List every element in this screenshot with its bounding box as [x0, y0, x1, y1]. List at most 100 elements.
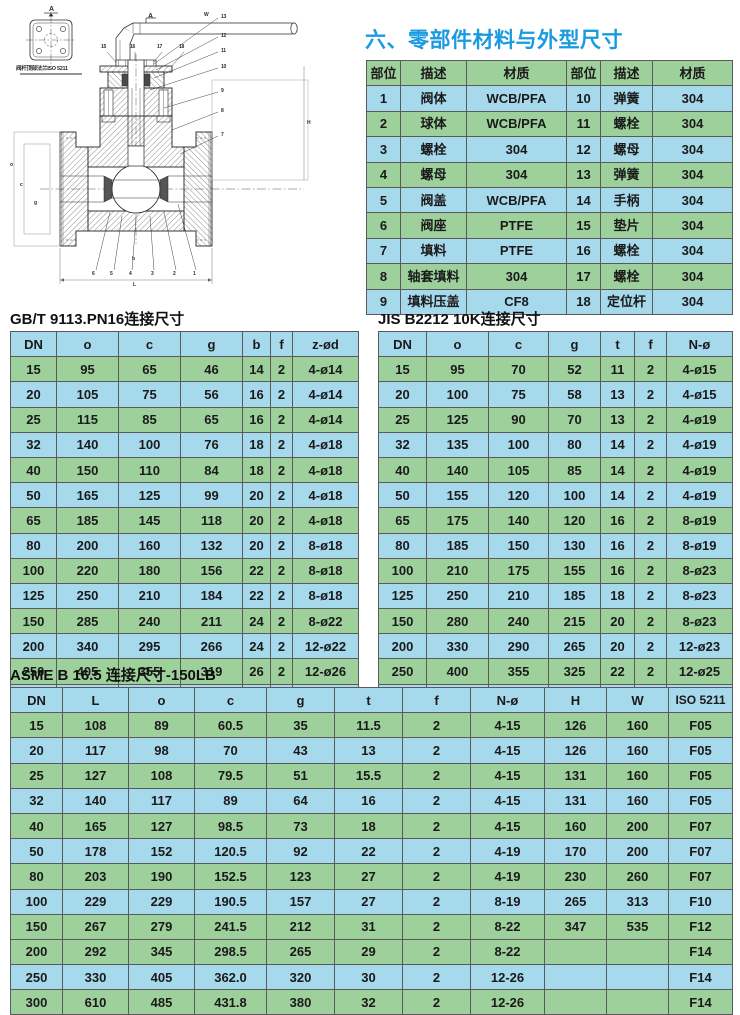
callout-18: 18 — [179, 44, 184, 50]
cell: F14 — [668, 989, 733, 1015]
cell: 2 — [634, 532, 667, 559]
cell: 319 — [180, 658, 243, 685]
cell: 2 — [402, 712, 471, 739]
cell: 18 — [334, 812, 403, 840]
cell: 25 — [378, 406, 427, 433]
cell: 178 — [62, 838, 129, 865]
cell: 14 — [600, 431, 635, 458]
col-header-f: f — [634, 330, 667, 358]
table-row: 200 330 290 265 20 2 12-ø23 — [378, 633, 733, 660]
cell: 35 — [266, 712, 335, 739]
cell: 46 — [180, 356, 243, 383]
cell: 30 — [334, 964, 403, 991]
cell: 2 — [634, 356, 667, 383]
col-header-desc-1: 描述 — [400, 59, 467, 87]
col-header-material-1: 材质 — [466, 59, 567, 87]
cell: 70 — [548, 406, 601, 433]
cell: 12-ø22 — [292, 633, 359, 660]
cell: 填料 — [400, 237, 467, 265]
cell: 265 — [266, 938, 335, 966]
cell: 431.8 — [194, 989, 267, 1015]
cell: 330 — [62, 964, 129, 991]
cell: 230 — [544, 863, 607, 890]
cell: 150 — [10, 608, 57, 635]
cell: 160 — [544, 812, 607, 840]
table-header-row: DN o c g b f z-ød — [10, 330, 359, 358]
cell: 125 — [118, 482, 181, 509]
cell: 4-ø19 — [666, 482, 733, 509]
cell: 7 — [366, 237, 401, 265]
cell: 手柄 — [600, 186, 653, 214]
cell: 95 — [56, 356, 119, 383]
cell: 4-ø15 — [666, 381, 733, 408]
cell: 285 — [56, 608, 119, 635]
cell: 347 — [544, 913, 607, 940]
cell: 15 — [378, 356, 427, 383]
table-row: 150 267 279 241.5 212 31 2 8-22 347 535 F12 — [10, 913, 733, 940]
cell: F05 — [668, 762, 733, 789]
cell: 12-26 — [470, 989, 545, 1015]
cell: 140 — [488, 507, 549, 534]
cell: 65 — [378, 507, 427, 534]
table-row: 150 280 240 215 20 2 8-ø23 — [378, 608, 733, 635]
table-row: 150 285 240 211 24 2 8-ø22 — [10, 608, 359, 635]
cell: 125 — [10, 582, 57, 610]
cell: 175 — [426, 507, 489, 534]
dim-letter-g: g — [34, 200, 37, 206]
cell: 20 — [600, 633, 635, 660]
cell: 16 — [600, 532, 635, 559]
col-header-o: o — [56, 330, 119, 358]
col-header-c: c — [118, 330, 181, 358]
jis-table-title: JIS B2212 10K连接尺寸 — [378, 311, 541, 328]
cell: 8-ø19 — [666, 532, 733, 559]
col-header-dn: DN — [378, 330, 427, 358]
iso-flange-caption: 阀杆顶部法兰ISO 5211 — [16, 66, 68, 72]
col-header-dn: DN — [10, 330, 57, 358]
cell: 156 — [180, 557, 243, 584]
table-row: 1 阀体 WCB/PFA 10 弹簧 304 — [366, 85, 733, 112]
table-row: 9 填料压盖 CF8 18 定位杆 304 — [366, 288, 733, 315]
col-header-part-no-1: 部位 — [366, 59, 401, 87]
cell: 螺栓 — [400, 136, 467, 163]
cell: 160 — [606, 737, 669, 764]
cell: 2 — [634, 456, 667, 484]
cell: 轴套填料 — [400, 263, 467, 290]
cell: 405 — [56, 658, 119, 685]
cell: 51 — [266, 762, 335, 789]
cell: 2 — [366, 110, 401, 138]
cell: 4-ø18 — [292, 482, 359, 509]
cell: 152.5 — [194, 863, 267, 890]
cell: 229 — [128, 888, 195, 915]
cell: 52 — [548, 356, 601, 383]
cell: 250 — [56, 582, 119, 610]
cell: 32 — [10, 431, 57, 458]
col-header-g: g — [180, 330, 243, 358]
cell: 4 — [366, 161, 401, 188]
cell: 弹簧 — [600, 161, 653, 188]
cell: 203 — [62, 863, 129, 890]
cell: 170 — [544, 838, 607, 865]
cell: 14 — [242, 356, 271, 383]
cell: 20 — [378, 381, 427, 408]
cell: 211 — [180, 608, 243, 635]
cell: 2 — [270, 381, 293, 408]
table-row: 20 105 75 56 16 2 4-ø14 — [10, 381, 359, 408]
callout-8: 8 — [221, 108, 224, 114]
cell: 160 — [118, 532, 181, 559]
cell: 304 — [652, 212, 733, 239]
cell: 355 — [118, 658, 181, 685]
cell: WCB/PFA — [466, 186, 567, 214]
cell: 螺母 — [600, 136, 653, 163]
cell: 2 — [402, 989, 471, 1015]
cell: 160 — [606, 762, 669, 789]
cell: 2 — [634, 557, 667, 584]
cell: 2 — [634, 582, 667, 610]
cell: 15.5 — [334, 762, 403, 789]
cell: 58 — [548, 381, 601, 408]
cell: F14 — [668, 964, 733, 991]
cell: 12-ø26 — [292, 658, 359, 685]
cell: 13 — [334, 737, 403, 764]
cell: 180 — [118, 557, 181, 584]
